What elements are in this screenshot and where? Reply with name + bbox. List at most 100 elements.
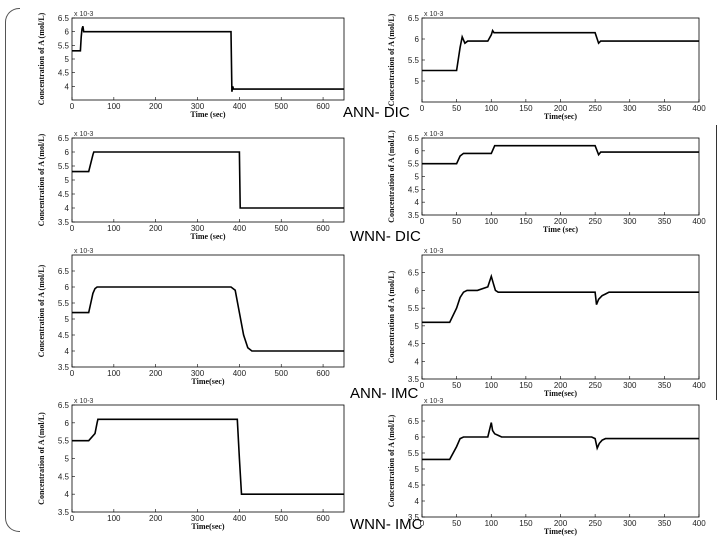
x-tick-label: 200 bbox=[554, 104, 568, 113]
plot-frame bbox=[71, 404, 345, 513]
x-tick-label: 0 bbox=[420, 104, 425, 113]
x-tick-label: 200 bbox=[149, 102, 163, 111]
y-axis-label: Concentration of A (mol/L) bbox=[37, 412, 46, 505]
chart-panel-2: 0 50 100 150 200 250 300 350 400 5 5.5 6 6.5 x 10-3 Ti… bbox=[387, 11, 706, 121]
plot-frame bbox=[421, 17, 700, 103]
axis-multiplier: x 10-3 bbox=[74, 398, 94, 405]
x-tick-label: 50 bbox=[452, 104, 461, 113]
y-tick-label: 5.5 bbox=[58, 437, 70, 446]
y-tick-label: 4.5 bbox=[408, 481, 420, 490]
x-tick-label: 200 bbox=[554, 519, 568, 528]
x-tick-label: 200 bbox=[149, 224, 163, 233]
x-tick-label: 300 bbox=[191, 224, 205, 233]
x-tick-label: 50 bbox=[452, 381, 461, 390]
x-tick-label: 50 bbox=[452, 217, 461, 226]
x-tick-label: 350 bbox=[658, 104, 672, 113]
y-tick-label: 5.5 bbox=[58, 41, 70, 50]
x-tick-label: 200 bbox=[554, 217, 568, 226]
x-tick-label: 300 bbox=[191, 514, 205, 523]
x-tick-label: 0 bbox=[70, 102, 75, 111]
y-tick-label: 5 bbox=[65, 315, 70, 324]
axis-multiplier: x 10-3 bbox=[74, 11, 94, 18]
y-tick-label: 6 bbox=[415, 35, 420, 44]
x-tick-label: 300 bbox=[623, 104, 637, 113]
x-tick-label: 150 bbox=[519, 519, 533, 528]
axis-multiplier: x 10-3 bbox=[424, 11, 444, 18]
concentration-series-line bbox=[72, 25, 344, 92]
y-tick-label: 4 bbox=[65, 204, 70, 213]
y-tick-label: 5.5 bbox=[408, 304, 420, 313]
axis-multiplier: x 10-3 bbox=[424, 398, 444, 405]
y-tick-label: 6.5 bbox=[408, 14, 420, 23]
axis-multiplier: x 10-3 bbox=[424, 248, 444, 255]
x-tick-label: 600 bbox=[316, 514, 330, 523]
x-tick-label: 250 bbox=[588, 381, 602, 390]
y-tick-label: 4.5 bbox=[408, 340, 420, 349]
x-tick-label: 100 bbox=[107, 102, 121, 111]
x-tick-label: 300 bbox=[623, 519, 637, 528]
y-tick-label: 6 bbox=[415, 147, 420, 156]
x-tick-label: 600 bbox=[316, 369, 330, 378]
x-tick-label: 0 bbox=[70, 514, 75, 523]
y-tick-label: 3.5 bbox=[58, 508, 70, 517]
y-tick-label: 4 bbox=[65, 347, 70, 356]
y-axis-label: Concentration of A (mol/L) bbox=[387, 414, 396, 507]
y-tick-label: 4.5 bbox=[58, 331, 70, 340]
row-label-wnn-dic: WNN- DIC bbox=[350, 228, 421, 245]
y-axis-label: Concentration of A (mol/L) bbox=[37, 133, 46, 226]
y-tick-label: 5.5 bbox=[58, 162, 70, 171]
x-axis-label: Time(sec) bbox=[544, 112, 578, 121]
y-tick-label: 3.5 bbox=[408, 375, 420, 384]
x-tick-label: 50 bbox=[452, 519, 461, 528]
x-tick-label: 150 bbox=[519, 104, 533, 113]
x-tick-label: 400 bbox=[233, 102, 247, 111]
y-tick-label: 4.5 bbox=[408, 185, 420, 194]
y-tick-label: 3.5 bbox=[58, 218, 70, 227]
y-tick-label: 5.5 bbox=[58, 299, 70, 308]
y-tick-label: 5 bbox=[415, 322, 420, 331]
concentration-series-line bbox=[72, 151, 344, 209]
chart-panel-6: 0 50 100 150 200 250 300 350 400 3.5 4 4.5 5 5.5 6 6.5 x… bbox=[387, 248, 706, 398]
row-label-wnn-imc: WNN- IMC bbox=[350, 516, 423, 533]
y-tick-label: 6.5 bbox=[408, 269, 420, 278]
y-tick-label: 5 bbox=[65, 176, 70, 185]
x-tick-label: 500 bbox=[275, 102, 289, 111]
x-tick-label: 0 bbox=[420, 217, 425, 226]
concentration-series-line bbox=[72, 418, 344, 495]
y-tick-label: 6.5 bbox=[58, 401, 70, 410]
x-tick-label: 150 bbox=[519, 381, 533, 390]
x-tick-label: 350 bbox=[658, 519, 672, 528]
x-tick-label: 250 bbox=[588, 104, 602, 113]
y-tick-label: 4.5 bbox=[58, 69, 70, 78]
y-axis-label: Concentration of A (mol/L) bbox=[387, 13, 396, 106]
right-divider-line bbox=[716, 125, 717, 400]
y-tick-label: 6.5 bbox=[58, 14, 70, 23]
x-tick-label: 300 bbox=[191, 369, 205, 378]
chart-panel-4: 0 50 100 150 200 250 300 350 400 3.5 4 4.5 5 5.5 6 6.5 x… bbox=[387, 130, 706, 234]
x-tick-label: 500 bbox=[275, 224, 289, 233]
y-axis-label: Concentration of A (mol/L) bbox=[37, 12, 46, 105]
y-tick-label: 6 bbox=[65, 148, 70, 157]
y-tick-label: 4.5 bbox=[58, 472, 70, 481]
chart-panel-1: 0 100 200 300 400 500 600 4 4.5 5 5.5 6 6.5 x 10-3 Tim… bbox=[37, 11, 345, 119]
row-label-ann-imc: ANN- IMC bbox=[350, 385, 419, 402]
x-tick-label: 100 bbox=[485, 104, 499, 113]
chart-panel-8: 0 50 100 150 200 250 300 350 400 3.5 4 4.5 5 5.5 6 6.5 x… bbox=[387, 398, 706, 536]
x-tick-label: 400 bbox=[692, 519, 706, 528]
x-tick-label: 0 bbox=[70, 369, 75, 378]
axis-multiplier: x 10-3 bbox=[74, 248, 94, 255]
y-tick-label: 6 bbox=[65, 283, 70, 292]
x-axis-label: Time (sec) bbox=[543, 225, 579, 234]
concentration-series-line bbox=[422, 28, 699, 72]
x-tick-label: 300 bbox=[191, 102, 205, 111]
x-axis-label: Time (sec) bbox=[190, 110, 226, 119]
y-tick-label: 5 bbox=[415, 77, 420, 86]
x-tick-label: 100 bbox=[107, 369, 121, 378]
axis-multiplier: x 10-3 bbox=[424, 131, 444, 138]
x-tick-label: 0 bbox=[420, 381, 425, 390]
x-tick-label: 300 bbox=[623, 217, 637, 226]
x-tick-label: 250 bbox=[588, 519, 602, 528]
x-axis-label: Time (sec) bbox=[190, 232, 226, 241]
y-axis-label: Concentration of A (mol/L) bbox=[387, 270, 396, 363]
y-tick-label: 5 bbox=[65, 455, 70, 464]
